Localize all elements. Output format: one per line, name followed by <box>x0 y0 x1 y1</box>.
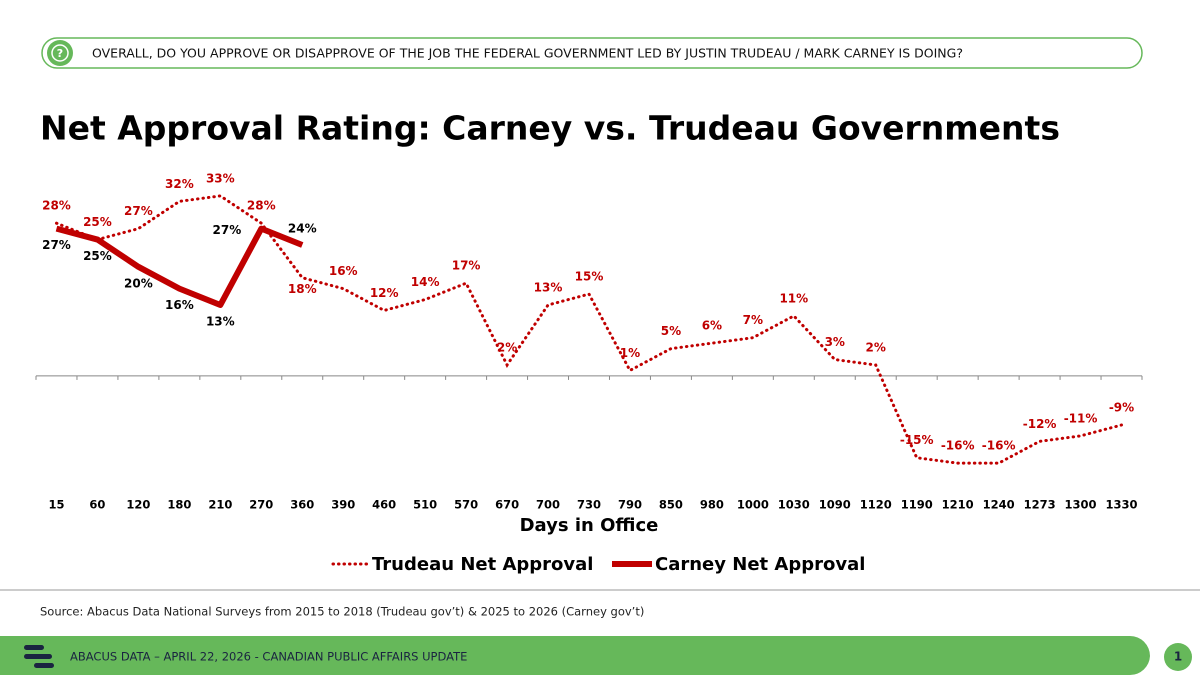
data-label: 28% <box>247 199 276 213</box>
x-tick-label: 1210 <box>942 498 974 512</box>
data-label: 13% <box>534 281 563 295</box>
x-tick-label: 1190 <box>901 498 933 512</box>
x-tick-label: 850 <box>659 498 683 512</box>
data-label: 16% <box>329 264 358 278</box>
data-label: 3% <box>825 335 845 349</box>
logo-bar <box>24 645 44 650</box>
data-label: 7% <box>743 313 763 327</box>
data-label: 17% <box>452 259 481 273</box>
x-tick-label: 120 <box>126 498 150 512</box>
footer-bar <box>0 636 1150 675</box>
data-label: 16% <box>165 298 194 312</box>
x-tick-label: 1240 <box>983 498 1015 512</box>
data-label: 27% <box>213 223 242 237</box>
data-label: 33% <box>206 171 235 185</box>
header-icon <box>47 40 73 66</box>
x-tick-label: 790 <box>618 498 642 512</box>
logo-bar <box>24 654 52 659</box>
series-line <box>54 194 1124 465</box>
x-tick-label: 1273 <box>1024 498 1056 512</box>
x-tick-label: 670 <box>495 498 519 512</box>
data-label: 27% <box>124 204 153 218</box>
legend-label: Carney Net Approval <box>655 554 865 575</box>
data-label: 25% <box>83 215 112 229</box>
x-tick-label: 390 <box>331 498 355 512</box>
series-line <box>55 225 304 308</box>
data-label: 15% <box>575 270 604 284</box>
data-label: -16% <box>982 439 1016 453</box>
x-tick-label: 1300 <box>1065 498 1097 512</box>
x-tick-label: 1030 <box>778 498 810 512</box>
x-tick-label: 460 <box>372 498 396 512</box>
data-label: 2% <box>497 341 517 355</box>
x-tick-label: 700 <box>536 498 560 512</box>
chart-title: Net Approval Rating: Carney vs. Trudeau … <box>40 109 1060 148</box>
x-tick-label: 60 <box>89 498 105 512</box>
data-label: -12% <box>1023 417 1057 431</box>
x-tick-label: 510 <box>413 498 437 512</box>
data-label: 14% <box>411 275 440 289</box>
data-label: -15% <box>900 433 934 447</box>
data-label: 18% <box>288 282 317 296</box>
data-label: 27% <box>42 238 71 252</box>
data-label: 6% <box>702 319 722 333</box>
data-label: 20% <box>124 276 153 290</box>
x-tick-label: 980 <box>700 498 724 512</box>
logo-bar <box>34 663 54 668</box>
data-label: -9% <box>1109 401 1134 415</box>
x-tick-label: 210 <box>208 498 232 512</box>
data-label: 13% <box>206 315 235 329</box>
x-tick-label: 1090 <box>819 498 851 512</box>
x-tick-label: 180 <box>167 498 191 512</box>
data-label: 28% <box>42 199 71 213</box>
source-note: Source: Abacus Data National Surveys fro… <box>40 605 644 619</box>
data-label: 32% <box>165 177 194 191</box>
data-label: 11% <box>779 291 808 305</box>
x-tick-label: 270 <box>249 498 273 512</box>
data-label: 2% <box>866 341 886 355</box>
header-icon-ring <box>51 44 69 62</box>
header-question: OVERALL, DO YOU APPROVE OR DISAPPROVE OF… <box>92 46 963 61</box>
x-tick-label: 1120 <box>860 498 892 512</box>
x-tick-label: 360 <box>290 498 314 512</box>
x-tick-label: 1330 <box>1106 498 1138 512</box>
data-label: -16% <box>941 439 975 453</box>
page-badge <box>1164 643 1192 671</box>
x-tick-label: 15 <box>48 498 64 512</box>
data-label: 12% <box>370 286 399 300</box>
data-label: -11% <box>1064 411 1098 425</box>
footer-text: ABACUS DATA – APRIL 22, 2026 - CANADIAN … <box>70 650 467 664</box>
data-label: 24% <box>288 222 317 236</box>
footer-logo <box>24 645 54 668</box>
header-icon-glyph: ? <box>57 47 63 60</box>
legend-label: Trudeau Net Approval <box>372 554 593 575</box>
data-label: 5% <box>661 324 681 338</box>
data-label: 25% <box>83 249 112 263</box>
x-tick-label: 570 <box>454 498 478 512</box>
page-number: 1 <box>1174 650 1182 664</box>
x-tick-label: 1000 <box>737 498 769 512</box>
x-tick-label: 730 <box>577 498 601 512</box>
header-box <box>41 37 1143 69</box>
x-axis-label: Days in Office <box>520 515 659 536</box>
data-label: 1% <box>620 346 640 360</box>
